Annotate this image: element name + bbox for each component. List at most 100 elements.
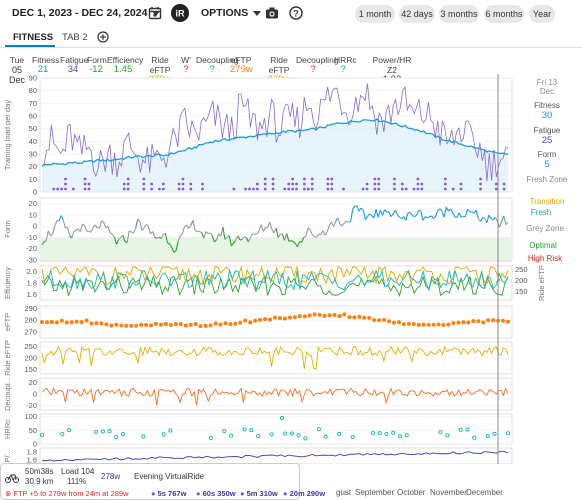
tab-fitness[interactable]: FITNESS [13,32,54,43]
efficiency-panel[interactable]: Efficiency 2.0 1.8 1.6 250 200 150 Ride eFTP [3,265,546,301]
hrrc-point [458,427,463,432]
eftp-point [198,324,203,329]
range-1-month-button[interactable]: 1 month [355,5,395,23]
form-segment [79,223,83,232]
form-segment [47,230,52,237]
form-segment [247,237,252,243]
sidebar-fitness-label: Fitness [534,101,560,110]
hrrc-panel[interactable]: HRRc 100 50 0 [3,412,513,449]
month-label-november: November [430,488,467,497]
hrrc-point [391,430,396,435]
warning-icon: ⊗ [5,489,14,498]
activity-dot [189,182,193,186]
form-segment [67,227,71,236]
eftp-panel[interactable]: eFTP 290 280 270 [3,304,513,339]
form-segment [284,233,288,241]
summary-date: Tue 05 Dec [4,55,30,85]
add-tab-icon[interactable] [97,31,109,43]
form-segment [445,206,449,212]
activity-name[interactable]: Evening VirtualRide [134,472,205,481]
hrrc-point [66,428,72,433]
form-segment [52,225,56,235]
eftp-point [124,323,129,328]
hrrc-ytick: 100 [24,412,37,421]
form-segment [222,226,226,240]
hrrc-ytick: 50 [29,426,37,435]
eftp-point [154,321,159,326]
date-range-selector[interactable]: DEC 1, 2023 - DEC 24, 2024 [12,7,161,19]
range-42-days-button[interactable]: 42 days [399,5,435,23]
activity-dot [71,187,75,191]
form-segment [316,233,320,238]
fitness-charts[interactable]: Training load per day0102030405060708090… [0,74,582,464]
activity-dot [177,182,181,186]
form-segment [292,241,296,244]
load-ytick: 40 [29,137,37,146]
calendar-add-icon[interactable] [148,6,162,20]
activity-dot [416,182,420,186]
power-best-0: ● 5s 767w [151,489,187,498]
phr-ytick: 1.8 [27,448,37,457]
power-hr-panel[interactable]: P/... 1.81.6 [3,448,513,465]
activity-dot [479,177,482,181]
form-panel[interactable]: Form 20 10 0 -10 -20 -30 [3,197,513,265]
form-segment [233,240,237,244]
form-segment [396,214,400,218]
hrrc-point [283,431,288,436]
efficiency-series-2 [41,268,509,292]
eftp-point [258,317,263,322]
sidebar-form-value: 5 [544,159,550,170]
sidebar-fatigue-label: Fatigue [533,126,561,135]
options-menu[interactable]: OPTIONS [201,7,262,19]
form-segment [245,237,249,243]
form-segment [375,209,379,218]
hrrc-point [107,429,112,434]
form-segment [333,221,337,227]
activity-info-panel[interactable]: 50m38s 30.9 km Load 104 111% 278w Evenin… [0,463,300,500]
hrrc-point [505,431,511,436]
form-segment [186,224,190,229]
activity-dot [287,182,291,186]
ride-eftp-panel[interactable]: Ride eFTP 250 200 150 [3,340,513,376]
range-6-months-button[interactable]: 6 months [484,5,524,23]
phr-ytick: 1.6 [27,456,37,465]
form-ytick: 10 [29,210,37,219]
hrrc-ytick: 0 [33,440,37,449]
form-segment [141,227,145,231]
form-segment [169,243,173,248]
eftp-point [292,315,297,320]
eftp-point [144,322,149,327]
hrrc-point [39,433,45,438]
eftp-point [382,317,387,322]
eftp-point [253,318,258,323]
summary-metric-value: 34 [67,64,79,75]
hrrc-point [93,429,99,435]
range-3-months-button[interactable]: 3 months [439,5,479,23]
training-load-panel[interactable]: Training load per day 0 10 20 30 40 50 60 70 80 90 [3,74,513,197]
form-segment [381,209,386,216]
range-year-button[interactable]: Year [529,5,555,23]
hrrc-point [168,428,173,433]
activity-dot [373,177,377,181]
activity-dot [295,187,298,191]
form-segment [209,232,213,236]
eftp-ytick: 270 [24,328,37,337]
form-segment [256,230,260,235]
decoupling-panel[interactable]: Decoupl... 20 0 -20 [3,377,513,411]
activity-dot [420,187,424,191]
help-icon[interactable]: ? [289,6,303,20]
hrrc-point [445,433,450,438]
activity-dot [326,187,330,191]
hrrc-point [492,431,497,436]
form-segment [88,230,92,233]
activity-dot [361,187,365,191]
camera-icon[interactable] [265,6,279,20]
zone-high-risk: High Risk [527,254,563,263]
form-segment [41,241,45,246]
options-label: OPTIONS [201,7,249,19]
summary-metric-value: -12 [89,64,103,75]
hrrc-point [269,432,274,437]
hrrc-point [60,431,65,436]
tab-2[interactable]: TAB 2 [62,32,88,43]
form-segment [467,208,471,213]
